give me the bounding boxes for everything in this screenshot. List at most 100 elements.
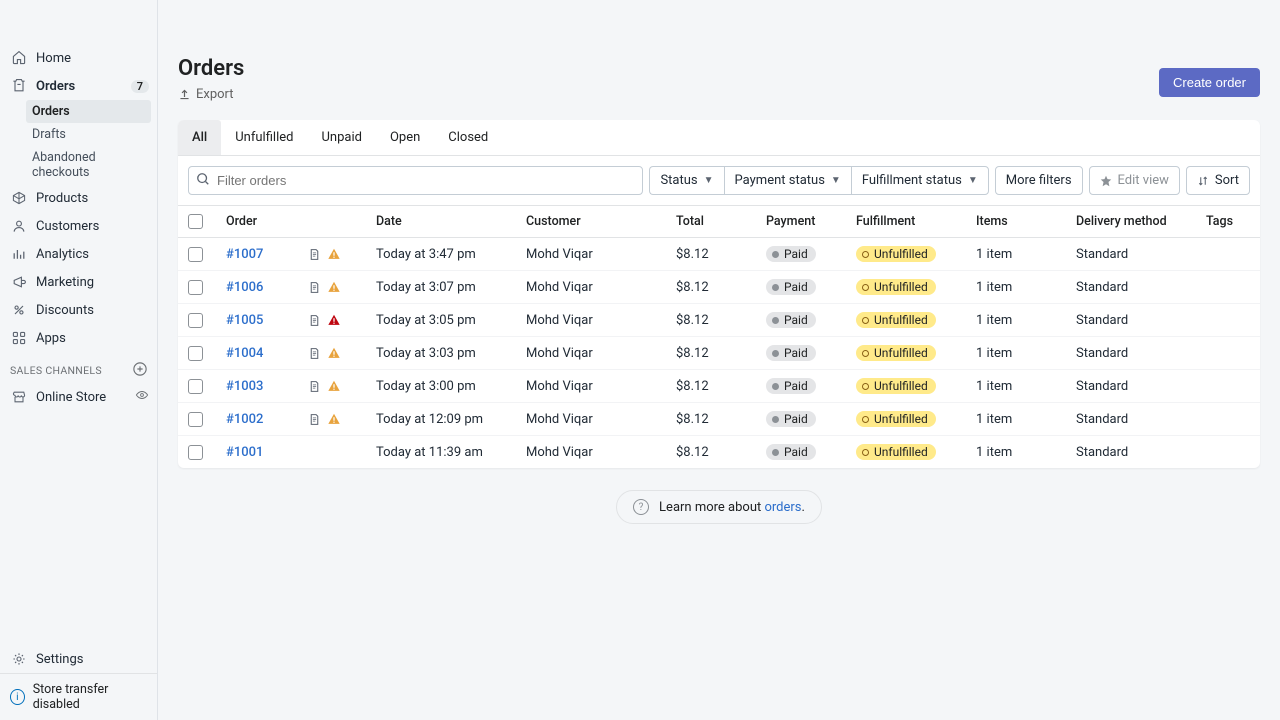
order-customer: Mohd Viqar (526, 247, 676, 262)
sidebar-item-customers[interactable]: Customers (0, 212, 157, 240)
table-row[interactable]: #1001Today at 11:39 amMohd Viqar$8.12Pai… (178, 436, 1260, 468)
add-channel-icon[interactable] (133, 362, 147, 379)
order-link[interactable]: #1004 (226, 346, 263, 361)
table-row[interactable]: #1002Today at 12:09 pmMohd Viqar$8.12Pai… (178, 403, 1260, 436)
order-items: 1 item (976, 280, 1076, 295)
table-row[interactable]: #1005Today at 3:05 pmMohd Viqar$8.12Paid… (178, 304, 1260, 337)
learn-more-link[interactable]: orders (764, 500, 801, 515)
order-link[interactable]: #1001 (226, 445, 263, 460)
tab-closed[interactable]: Closed (434, 120, 502, 155)
fulfillment-badge: Unfulfilled (856, 411, 936, 427)
filter-payment-status[interactable]: Payment status▼ (724, 166, 851, 195)
sidebar-item-settings[interactable]: Settings (0, 645, 157, 673)
fulfillment-badge: Unfulfilled (856, 246, 936, 262)
home-icon (10, 49, 28, 67)
payment-badge: Paid (766, 444, 816, 460)
order-total: $8.12 (676, 412, 766, 427)
order-delivery: Standard (1076, 379, 1206, 394)
select-all-checkbox[interactable] (188, 214, 203, 229)
export-icon (178, 88, 191, 101)
sidebar: HomeOrders7OrdersDraftsAbandoned checkou… (0, 0, 158, 720)
row-checkbox[interactable] (188, 412, 203, 427)
row-checkbox[interactable] (188, 346, 203, 361)
sidebar-sub-abandoned-checkouts[interactable]: Abandoned checkouts (0, 146, 157, 184)
order-delivery: Standard (1076, 412, 1206, 427)
order-items: 1 item (976, 346, 1076, 361)
star-icon (1100, 175, 1112, 187)
sidebar-item-discounts[interactable]: Discounts (0, 296, 157, 324)
sidebar-sub-orders[interactable]: Orders (26, 100, 151, 123)
tab-all[interactable]: All (178, 120, 221, 155)
settings-label: Settings (36, 652, 83, 667)
row-checkbox[interactable] (188, 280, 203, 295)
sidebar-item-home[interactable]: Home (0, 44, 157, 72)
order-date: Today at 12:09 pm (376, 412, 526, 427)
note-icon (307, 379, 321, 393)
store-transfer-info[interactable]: i Store transfer disabled (0, 673, 157, 720)
row-checkbox[interactable] (188, 247, 203, 262)
payment-badge: Paid (766, 345, 816, 361)
order-date: Today at 3:47 pm (376, 247, 526, 262)
customers-icon (10, 217, 28, 235)
fulfillment-badge: Unfulfilled (856, 312, 936, 328)
order-link[interactable]: #1005 (226, 313, 263, 328)
sort-icon (1197, 175, 1209, 187)
order-delivery: Standard (1076, 313, 1206, 328)
sidebar-item-analytics[interactable]: Analytics (0, 240, 157, 268)
order-total: $8.12 (676, 379, 766, 394)
order-delivery: Standard (1076, 247, 1206, 262)
sidebar-item-online-store[interactable]: Online Store (0, 383, 157, 411)
order-link[interactable]: #1007 (226, 247, 263, 262)
order-total: $8.12 (676, 445, 766, 460)
payment-badge: Paid (766, 378, 816, 394)
sidebar-item-products[interactable]: Products (0, 184, 157, 212)
order-delivery: Standard (1076, 280, 1206, 295)
fulfillment-badge: Unfulfilled (856, 279, 936, 295)
chevron-down-icon: ▼ (831, 175, 841, 186)
order-link[interactable]: #1006 (226, 280, 263, 295)
table-row[interactable]: #1004Today at 3:03 pmMohd Viqar$8.12Paid… (178, 337, 1260, 370)
row-checkbox[interactable] (188, 379, 203, 394)
analytics-icon (10, 245, 28, 263)
sidebar-item-marketing[interactable]: Marketing (0, 268, 157, 296)
table-row[interactable]: #1006Today at 3:07 pmMohd Viqar$8.12Paid… (178, 271, 1260, 304)
order-date: Today at 3:00 pm (376, 379, 526, 394)
tab-unpaid[interactable]: Unpaid (307, 120, 375, 155)
learn-more-pill[interactable]: ? Learn more about orders. (616, 490, 822, 524)
export-button[interactable]: Export (178, 87, 244, 102)
eye-icon[interactable] (135, 388, 149, 406)
order-delivery: Standard (1076, 445, 1206, 460)
column-customer: Customer (526, 214, 676, 229)
payment-badge: Paid (766, 411, 816, 427)
column-payment: Payment (766, 214, 856, 229)
edit-view-button[interactable]: Edit view (1089, 166, 1180, 195)
order-items: 1 item (976, 247, 1076, 262)
sidebar-item-orders[interactable]: Orders7 (0, 72, 157, 100)
table-row[interactable]: #1007Today at 3:47 pmMohd Viqar$8.12Paid… (178, 238, 1260, 271)
sidebar-sub-drafts[interactable]: Drafts (0, 123, 157, 146)
row-checkbox[interactable] (188, 445, 203, 460)
filter-status[interactable]: Status▼ (649, 166, 723, 195)
products-icon (10, 189, 28, 207)
order-total: $8.12 (676, 280, 766, 295)
sort-button[interactable]: Sort (1186, 166, 1250, 195)
table-row[interactable]: #1003Today at 3:00 pmMohd Viqar$8.12Paid… (178, 370, 1260, 403)
sidebar-item-apps[interactable]: Apps (0, 324, 157, 352)
order-items: 1 item (976, 379, 1076, 394)
more-filters-button[interactable]: More filters (995, 166, 1083, 195)
tab-open[interactable]: Open (376, 120, 434, 155)
tab-unfulfilled[interactable]: Unfulfilled (221, 120, 307, 155)
search-input[interactable] (188, 166, 643, 195)
order-total: $8.12 (676, 346, 766, 361)
column-items: Items (976, 214, 1076, 229)
row-checkbox[interactable] (188, 313, 203, 328)
order-link[interactable]: #1003 (226, 379, 263, 394)
order-link[interactable]: #1002 (226, 412, 263, 427)
order-date: Today at 3:05 pm (376, 313, 526, 328)
create-order-button[interactable]: Create order (1159, 68, 1260, 97)
filter-fulfillment-status[interactable]: Fulfillment status▼ (851, 166, 989, 195)
order-count-badge: 7 (131, 80, 149, 93)
column-fulfillment: Fulfillment (856, 214, 976, 229)
fulfillment-badge: Unfulfilled (856, 378, 936, 394)
warning-icon (327, 247, 341, 261)
